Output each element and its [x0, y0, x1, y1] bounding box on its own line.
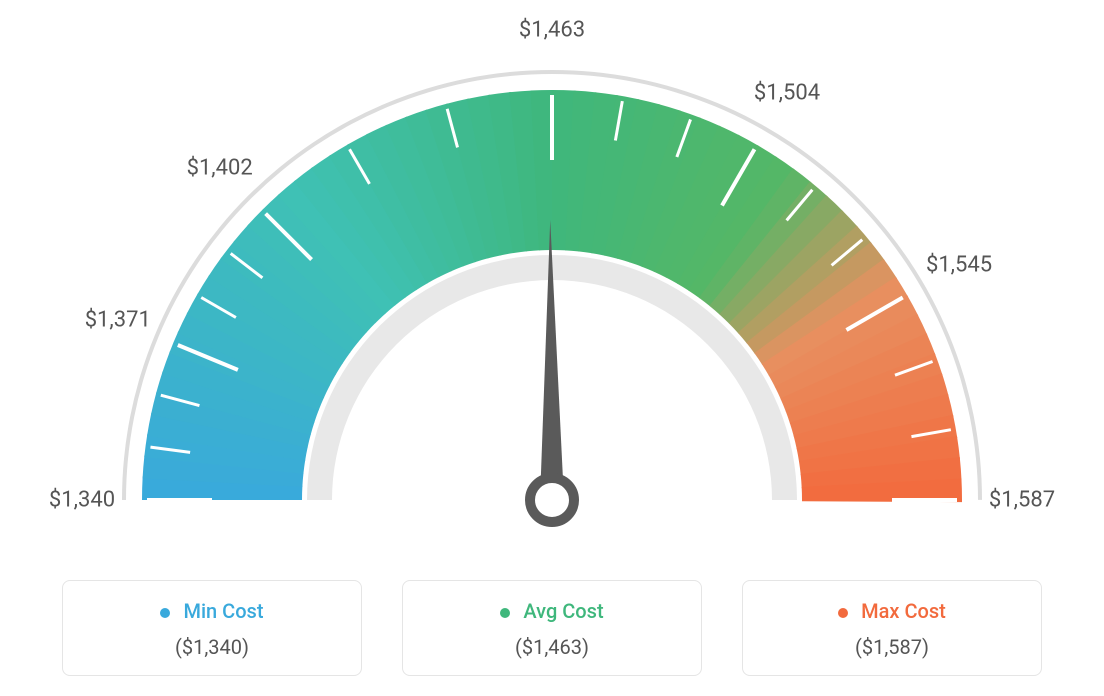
legend-value: ($1,587): [763, 635, 1021, 659]
needle-hub: [530, 478, 574, 522]
tick-label: $1,402: [187, 155, 253, 180]
legend-dot-icon: [160, 608, 170, 618]
legend-card: Min Cost ($1,340): [62, 580, 362, 676]
tick-label: $1,463: [519, 18, 585, 43]
legend-title-text: Max Cost: [861, 599, 946, 623]
legend-title: Min Cost: [83, 599, 341, 623]
legend-value: ($1,340): [83, 635, 341, 659]
gauge-svg: [22, 20, 1082, 550]
legend-title: Avg Cost: [423, 599, 681, 623]
legend-card: Avg Cost ($1,463): [402, 580, 702, 676]
tick-label: $1,587: [989, 488, 1055, 513]
tick-label: $1,340: [49, 488, 115, 513]
legend-dot-icon: [838, 608, 848, 618]
legend-card: Max Cost ($1,587): [742, 580, 1042, 676]
legend-row: Min Cost ($1,340) Avg Cost ($1,463) Max …: [20, 580, 1084, 676]
cost-gauge: $1,340 $1,371 $1,402 $1,463 $1,504 $1,545 $1,5…: [22, 20, 1082, 550]
legend-title-text: Min Cost: [183, 599, 263, 623]
legend-dot-icon: [500, 608, 510, 618]
tick-label: $1,545: [926, 253, 992, 278]
legend-title-text: Avg Cost: [523, 599, 603, 623]
tick-label: $1,504: [754, 80, 820, 105]
legend-title: Max Cost: [763, 599, 1021, 623]
legend-value: ($1,463): [423, 635, 681, 659]
tick-label: $1,371: [85, 308, 151, 333]
